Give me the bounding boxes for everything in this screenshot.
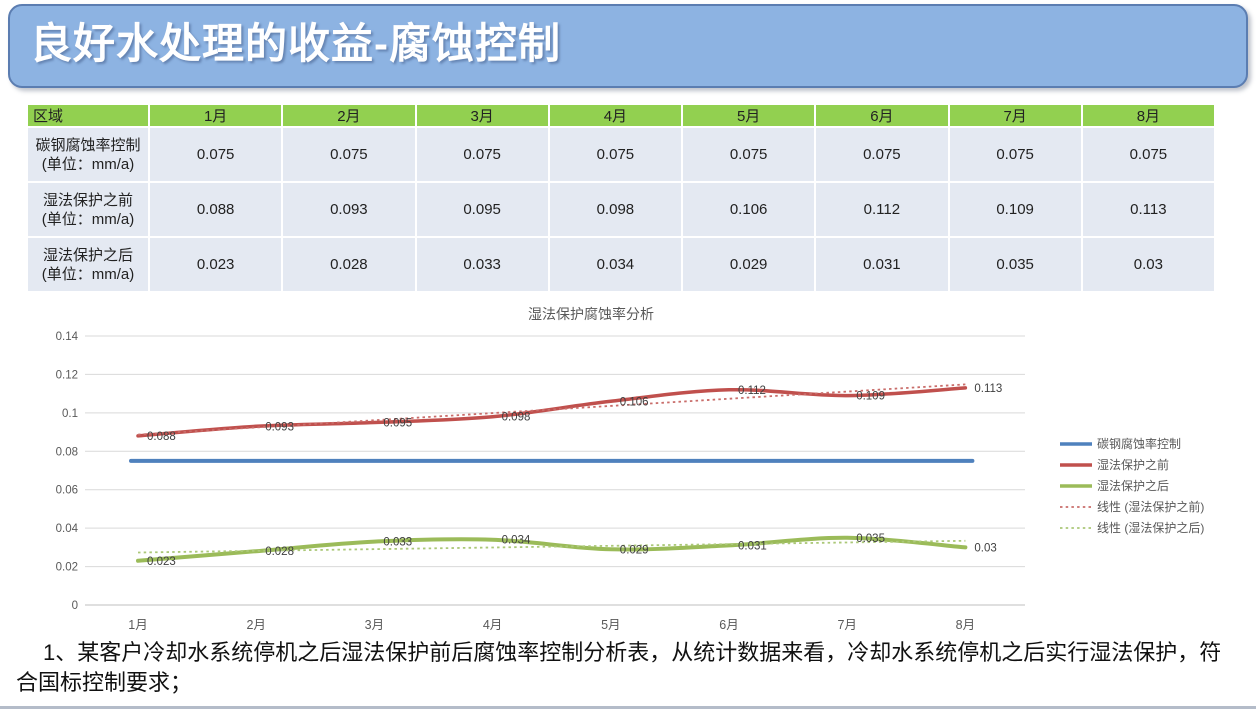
table-cell: 0.034 bbox=[547, 236, 684, 293]
y-axis-tick-label: 0.04 bbox=[56, 523, 79, 535]
table-cell: 0.029 bbox=[680, 236, 817, 293]
series-before-protection-line bbox=[136, 386, 968, 438]
table-cell: 0.095 bbox=[414, 181, 550, 238]
row-label: 湿法保护之前 (单位：mm/a) bbox=[26, 181, 150, 238]
table-cell: 0.075 bbox=[414, 126, 550, 183]
y-axis-tick-label: 0 bbox=[72, 600, 78, 612]
data-label: 0.112 bbox=[738, 385, 766, 397]
table-month-header: 6月 bbox=[814, 103, 950, 128]
table-month-header: 1月 bbox=[147, 103, 284, 128]
row-label-unit: (单位：mm/a) bbox=[41, 155, 135, 173]
table-cell: 0.075 bbox=[281, 126, 417, 183]
row-label: 湿法保护之后 (单位：mm/a) bbox=[26, 236, 150, 293]
data-label: 0.106 bbox=[620, 396, 649, 408]
x-axis-tick-label: 2月 bbox=[246, 618, 265, 632]
table-cell: 0.075 bbox=[147, 126, 284, 183]
table-cell: 0.03 bbox=[1080, 236, 1217, 293]
data-label: 0.034 bbox=[502, 535, 531, 547]
table-corner-header: 区域 bbox=[26, 103, 150, 128]
bottom-divider bbox=[0, 706, 1256, 709]
table-cell: 0.075 bbox=[947, 126, 1083, 183]
row-label: 碳钢腐蚀率控制 (单位：mm/a) bbox=[26, 126, 150, 183]
table-month-header: 7月 bbox=[947, 103, 1083, 128]
legend-label: 线性 (湿法保护之后) bbox=[1097, 520, 1204, 535]
chart-title: 湿法保护腐蚀率分析 bbox=[528, 306, 654, 322]
x-axis-tick-label: 4月 bbox=[483, 618, 502, 632]
x-axis-tick-label: 6月 bbox=[719, 618, 738, 632]
slide-title-banner: 良好水处理的收益-腐蚀控制 bbox=[8, 4, 1248, 88]
table-cell: 0.075 bbox=[814, 126, 950, 183]
series-after-protection-line bbox=[136, 535, 968, 563]
corrosion-rate-chart: 0 0.02 0.04 0.06 0.08 0.1 0.12 0.14 1月 2月 3月 4月 5月 6月… bbox=[56, 306, 1205, 632]
legend-label: 湿法保护之后 bbox=[1097, 478, 1169, 493]
table-cell: 0.088 bbox=[147, 181, 284, 238]
data-label: 0.093 bbox=[265, 421, 294, 433]
data-label: 0.023 bbox=[147, 556, 176, 568]
table-month-header: 3月 bbox=[414, 103, 550, 128]
row-label-text: 湿法保护之后 bbox=[42, 246, 133, 264]
data-label: 0.095 bbox=[383, 418, 412, 430]
corrosion-table: 区域 1月 2月 3月 4月 5月 6月 7月 8月 碳钢腐蚀率控制 (单位：mm/a) 0.075… bbox=[26, 103, 1217, 293]
table-cell: 0.093 bbox=[281, 181, 417, 238]
data-label: 0.033 bbox=[383, 537, 412, 549]
legend-label: 线性 (湿法保护之前) bbox=[1097, 499, 1204, 514]
data-label: 0.035 bbox=[856, 533, 885, 545]
x-axis-tick-label: 7月 bbox=[837, 618, 856, 632]
trend-before-protection-line bbox=[137, 383, 966, 436]
table-cell: 0.075 bbox=[547, 126, 684, 183]
table-month-header: 5月 bbox=[680, 103, 817, 128]
data-label: 0.113 bbox=[974, 383, 1002, 395]
row-label-text: 湿法保护之前 bbox=[42, 191, 133, 209]
data-label: 0.109 bbox=[856, 391, 885, 403]
legend-label: 湿法保护之前 bbox=[1097, 457, 1169, 472]
x-axis-tick-label: 8月 bbox=[956, 618, 975, 632]
table-cell: 0.109 bbox=[947, 181, 1083, 238]
y-axis-tick-label: 0.06 bbox=[56, 485, 78, 497]
data-label: 0.03 bbox=[974, 542, 996, 554]
table-cell: 0.098 bbox=[547, 181, 684, 238]
corrosion-table-wrap: 区域 1月 2月 3月 4月 5月 6月 7月 8月 碳钢腐蚀率控制 (单位：mm/a) 0.075… bbox=[26, 103, 1217, 293]
row-label-unit: (单位：mm/a) bbox=[41, 210, 135, 228]
table-cell: 0.023 bbox=[147, 236, 284, 293]
table-row: 碳钢腐蚀率控制 (单位：mm/a) 0.075 0.075 0.075 0.075 0.07… bbox=[26, 126, 1217, 183]
table-body: 碳钢腐蚀率控制 (单位：mm/a) 0.075 0.075 0.075 0.075 0.07… bbox=[26, 126, 1217, 293]
table-row: 湿法保护之前 (单位：mm/a) 0.088 0.093 0.095 0.098 0.106… bbox=[26, 181, 1217, 238]
legend-label: 碳钢腐蚀率控制 bbox=[1097, 436, 1181, 451]
row-label-text: 碳钢腐蚀率控制 bbox=[35, 136, 141, 154]
data-label: 0.088 bbox=[147, 431, 176, 443]
x-axis-tick-label: 1月 bbox=[128, 618, 147, 632]
y-axis-tick-label: 0.08 bbox=[56, 446, 78, 458]
table-head: 区域 1月 2月 3月 4月 5月 6月 7月 8月 bbox=[26, 103, 1217, 128]
table-cell: 0.033 bbox=[414, 236, 550, 293]
table-row: 湿法保护之后 (单位：mm/a) 0.023 0.028 0.033 0.034 0.029… bbox=[26, 236, 1217, 293]
x-axis-tick-label: 5月 bbox=[601, 618, 620, 632]
slide-note: 1、某客户冷却水系统停机之后湿法保护前后腐蚀率控制分析表，从统计数据来看，冷却水… bbox=[16, 640, 1222, 695]
y-axis-tick-label: 0.02 bbox=[56, 562, 78, 574]
row-label-unit: (单位：mm/a) bbox=[41, 265, 135, 283]
data-label: 0.029 bbox=[620, 544, 649, 556]
table-cell: 0.112 bbox=[814, 181, 950, 238]
data-label: 0.031 bbox=[738, 540, 767, 552]
table-cell: 0.031 bbox=[814, 236, 950, 293]
table-cell: 0.075 bbox=[680, 126, 817, 183]
y-axis-tick-label: 0.12 bbox=[56, 369, 78, 381]
table-cell: 0.075 bbox=[1080, 126, 1217, 183]
table-month-header: 8月 bbox=[1080, 103, 1217, 128]
table-cell: 0.106 bbox=[680, 181, 817, 238]
data-label: 0.098 bbox=[502, 412, 531, 424]
x-axis-tick-label: 3月 bbox=[365, 618, 384, 632]
table-month-header: 2月 bbox=[281, 103, 417, 128]
table-cell: 0.113 bbox=[1080, 181, 1217, 238]
data-label: 0.028 bbox=[265, 546, 294, 558]
table-cell: 0.035 bbox=[947, 236, 1083, 293]
table-month-header: 4月 bbox=[547, 103, 684, 128]
table-cell: 0.028 bbox=[281, 236, 417, 293]
slide-title: 良好水处理的收益-腐蚀控制 bbox=[30, 20, 561, 67]
y-axis-tick-label: 0.14 bbox=[56, 331, 79, 343]
y-axis-tick-label: 0.1 bbox=[62, 408, 78, 420]
trend-after-protection-line bbox=[137, 539, 966, 554]
